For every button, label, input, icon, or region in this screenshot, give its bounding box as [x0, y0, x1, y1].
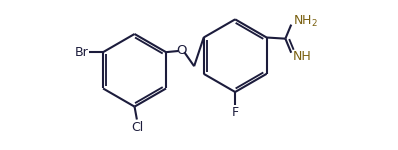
Text: Cl: Cl [131, 121, 143, 134]
Text: NH$_2$: NH$_2$ [293, 14, 318, 29]
Text: F: F [232, 106, 239, 119]
Text: Br: Br [74, 46, 88, 59]
Text: O: O [176, 45, 187, 57]
Text: NH: NH [293, 50, 312, 63]
